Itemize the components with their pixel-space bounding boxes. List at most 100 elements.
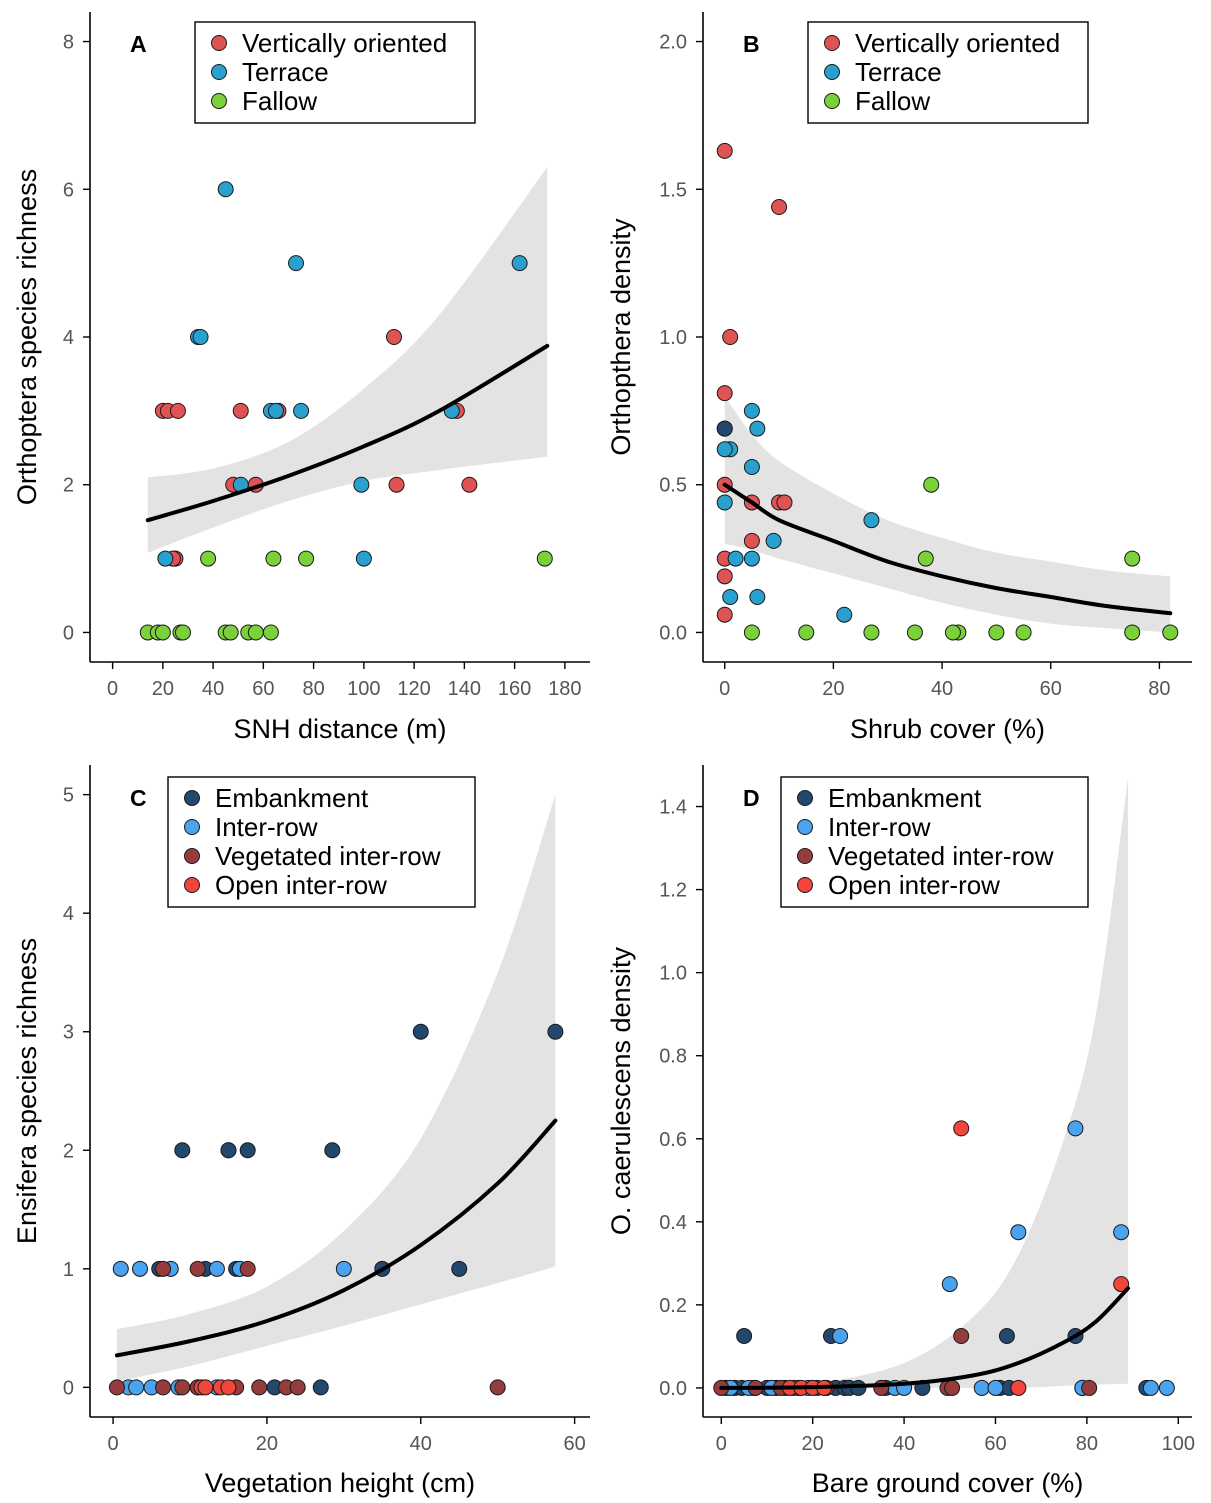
data-point [262,624,279,641]
legend-marker [797,819,813,835]
legend-box [194,21,476,124]
legend-marker [211,64,227,80]
data-point [489,1379,506,1396]
data-point [451,1260,468,1277]
y-tick-label: 0.8 [659,1046,687,1068]
data-point [832,1328,849,1345]
data-point [197,1379,214,1396]
data-point [1081,1379,1098,1396]
data-point [547,1023,564,1040]
data-point [749,589,766,605]
data-point [220,1379,237,1396]
data-point [863,512,880,529]
y-tick-label: 0.0 [659,1378,687,1400]
x-axis-label: Bare ground cover (%) [812,1468,1084,1498]
legend-marker [824,93,840,109]
y-tick-label: 1.4 [659,797,687,819]
data-point [536,550,553,567]
y-axis-label: Ensifera species richness [12,938,42,1244]
data-point [873,1379,890,1396]
y-tick-label: 5 [63,785,74,807]
legend-label: Embankment [215,783,369,813]
data-point [1015,624,1032,641]
data-point [798,624,815,641]
data-point [412,1023,429,1040]
data-point [1158,1379,1175,1396]
confidence-band [147,167,548,553]
data-point [722,329,739,345]
x-axis-label: Shrub cover (%) [850,714,1045,744]
x-tick-label: 60 [563,1433,585,1455]
x-tick-label: 20 [152,678,174,700]
legend-label: Terrace [855,57,942,87]
y-tick-label: 6 [63,179,74,201]
data-point [941,1276,958,1293]
x-tick-label: 80 [302,678,324,700]
data-point [461,476,478,493]
legend-marker [184,819,200,835]
y-tick-label: 1.2 [659,880,687,902]
data-point [716,568,733,585]
data-point [192,329,209,345]
data-point [174,1379,191,1396]
data-point [220,1142,237,1159]
data-point [386,329,403,345]
data-point [988,624,1005,641]
x-axis-label: SNH distance (m) [233,714,446,744]
data-point [863,624,880,641]
x-tick-label: 40 [931,678,953,700]
data-point [157,550,174,567]
data-point [247,624,264,641]
data-point [265,550,282,567]
y-tick-label: 0.0 [659,622,687,644]
y-tick-label: 1.5 [659,179,687,201]
data-point [222,624,239,641]
data-point [743,402,760,419]
legend-label: Embankment [828,783,982,813]
y-tick-label: 1.0 [659,963,687,985]
y-tick-label: 1 [63,1259,74,1281]
x-tick-label: 0 [719,678,730,700]
data-point [128,1379,145,1396]
fit-line [145,343,550,523]
data-point [293,402,310,419]
data-point [743,550,760,567]
legend-marker [211,35,227,51]
data-point [112,1260,129,1277]
y-tick-label: 0 [63,1377,74,1399]
data-point [1010,1379,1027,1396]
data-point [154,624,171,641]
legend-marker [797,790,813,806]
legend-box [167,776,476,908]
x-axis-label: Vegetation height (cm) [205,1468,475,1498]
x-tick-label: 80 [1148,678,1170,700]
data-point [1113,1224,1130,1241]
panel-a: 0 20 40 60 80 100 120 140 160 180 0 2 4 6 8 SNH distanc… [12,12,590,744]
data-point [765,532,782,549]
data-point [288,255,305,272]
data-point [108,1379,125,1396]
panel-label: D [743,785,760,811]
data-point [267,402,284,419]
y-tick-label: 4 [63,327,74,349]
y-tick-label: 4 [63,903,74,925]
x-tick-label: 60 [252,678,274,700]
data-point [155,1379,172,1396]
data-point [335,1260,352,1277]
x-tick-label: 40 [202,678,224,700]
legend-box [807,21,1089,124]
legend-marker [824,35,840,51]
data-point [174,1142,191,1159]
legend-box [780,776,1089,908]
panel-label: B [743,31,760,57]
data-point [511,255,528,272]
legend-label: Open inter-row [215,870,387,900]
panel-d: 0 20 40 60 80 100 0.0 0.2 0.4 0.6 0.8 1.0 1.2 1.4 Bare… [606,765,1195,1498]
x-tick-label: 20 [822,678,844,700]
fit-line [719,1286,1131,1390]
data-point [716,420,733,437]
data-point [716,494,733,511]
legend-label: Vegetated inter-row [215,841,441,871]
x-tick-label: 0 [716,1433,727,1455]
y-axis-label: O. caerulescens density [606,946,636,1235]
